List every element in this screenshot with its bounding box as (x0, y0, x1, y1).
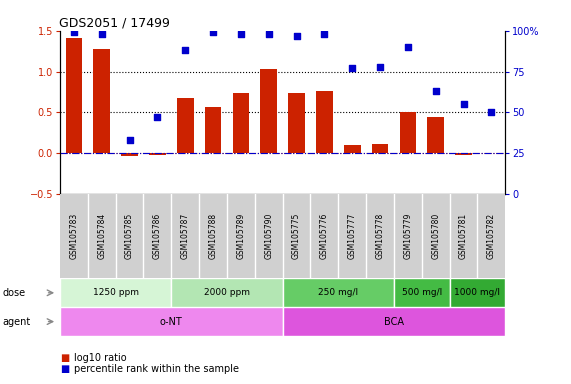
Text: ■: ■ (60, 353, 69, 363)
Text: GSM105778: GSM105778 (376, 213, 385, 259)
Text: percentile rank within the sample: percentile rank within the sample (74, 364, 239, 374)
Text: GSM105786: GSM105786 (153, 213, 162, 259)
Text: GSM105781: GSM105781 (459, 213, 468, 259)
Text: 1250 ppm: 1250 ppm (93, 288, 139, 297)
Point (320, 31, 329, 37)
Text: 1000 mg/l: 1000 mg/l (455, 288, 501, 297)
Bar (283, 278, 394, 307)
Bar (171, 278, 283, 307)
Text: GSM105787: GSM105787 (180, 213, 190, 259)
Bar (450, 278, 505, 307)
Bar (66, 38, 82, 153)
Bar (283, 307, 505, 336)
Point (431, 88, 440, 94)
Point (459, 101, 468, 107)
Bar (344, 145, 361, 153)
Text: GSM105784: GSM105784 (97, 213, 106, 259)
Point (376, 63, 385, 70)
Bar (232, 93, 250, 153)
Bar (400, 112, 416, 153)
Point (125, 137, 134, 143)
Text: GSM105785: GSM105785 (125, 213, 134, 259)
Point (264, 31, 274, 37)
Bar (60, 307, 283, 336)
Text: BCA: BCA (384, 316, 404, 327)
Bar (149, 153, 166, 155)
Bar (455, 153, 472, 155)
Bar (316, 91, 333, 153)
Text: o-NT: o-NT (160, 316, 183, 327)
Text: GSM105775: GSM105775 (292, 213, 301, 259)
Bar (60, 194, 505, 278)
Text: dose: dose (3, 288, 26, 298)
Text: GSM105777: GSM105777 (348, 213, 357, 259)
Text: GSM105788: GSM105788 (208, 213, 218, 259)
Bar (288, 93, 305, 153)
Text: log10 ratio: log10 ratio (74, 353, 127, 363)
Text: GDS2051 / 17499: GDS2051 / 17499 (59, 17, 170, 30)
Text: GSM105776: GSM105776 (320, 213, 329, 259)
Point (69, 29, 78, 35)
Bar (93, 49, 110, 153)
Text: GSM105789: GSM105789 (236, 213, 246, 259)
Point (97, 31, 106, 37)
Point (208, 29, 218, 35)
Bar (260, 69, 277, 153)
Text: GSM105782: GSM105782 (487, 213, 496, 259)
Text: GSM105783: GSM105783 (69, 213, 78, 259)
Text: agent: agent (3, 316, 31, 327)
Text: 250 mg/l: 250 mg/l (318, 288, 359, 297)
Point (153, 114, 162, 120)
Text: ■: ■ (60, 364, 69, 374)
Point (403, 44, 412, 50)
Point (348, 65, 357, 71)
Text: GSM105779: GSM105779 (403, 213, 412, 259)
Bar (372, 144, 388, 153)
Text: GSM105790: GSM105790 (264, 213, 274, 259)
Point (292, 33, 301, 39)
Bar (205, 107, 222, 153)
Bar (177, 98, 194, 153)
Point (487, 109, 496, 115)
Text: 2000 ppm: 2000 ppm (204, 288, 250, 297)
Text: GSM105780: GSM105780 (431, 213, 440, 259)
Bar (427, 117, 444, 153)
Bar (394, 278, 450, 307)
Bar (60, 278, 171, 307)
Bar (121, 153, 138, 156)
Point (180, 47, 190, 53)
Text: 500 mg/l: 500 mg/l (402, 288, 442, 297)
Point (236, 31, 246, 37)
